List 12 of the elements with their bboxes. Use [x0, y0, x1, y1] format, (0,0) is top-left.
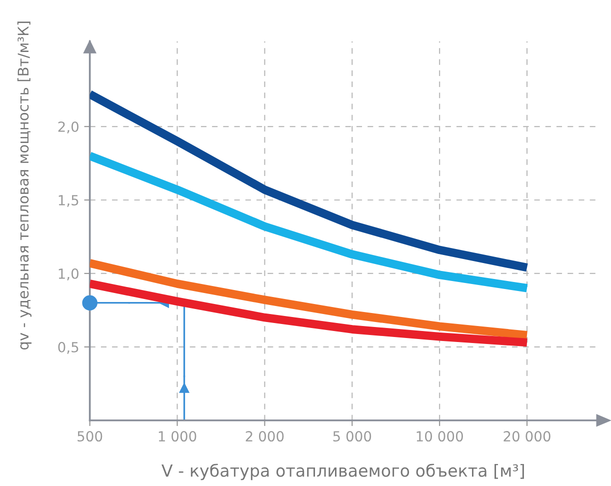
x-tick-label: 10 000: [416, 431, 463, 442]
x-axis-title: V - кубатура отапливаемого объекта [м³]: [162, 464, 524, 480]
x-tick-label: 5 000: [333, 431, 372, 442]
x-tick-label: 1 000: [158, 431, 196, 442]
y-tick-label: 1,5: [58, 195, 78, 207]
y-tick-label: 0,5: [58, 342, 78, 354]
x-tick-label: 2 000: [246, 431, 284, 442]
x-tick-label: 500: [78, 431, 102, 442]
x-tick-label: 20 000: [504, 431, 550, 442]
y-tick-label: 2,0: [58, 122, 78, 134]
y-tick-label: 1,0: [58, 268, 78, 280]
y-axis-title: qv - удельная тепловая мощность [Вт/м³К]: [17, 22, 32, 350]
